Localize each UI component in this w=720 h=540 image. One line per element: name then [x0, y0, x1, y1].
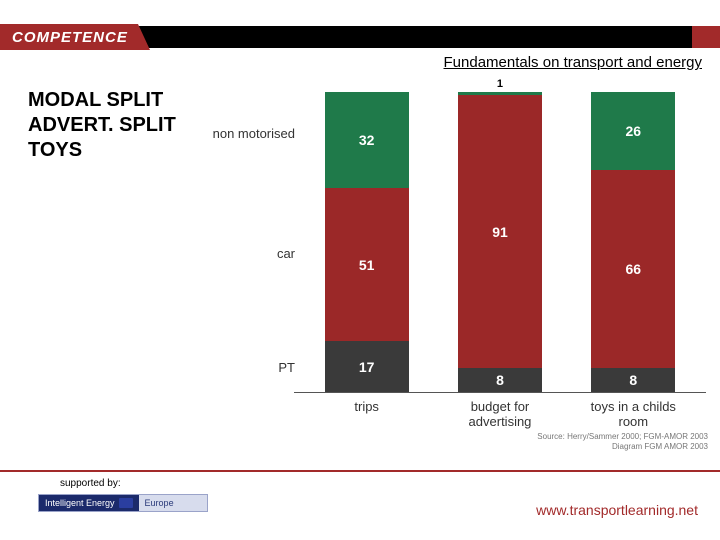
brand-text: COMPETENCE: [12, 29, 128, 46]
bar-column: 26668: [591, 92, 675, 392]
bar-segment-car: 66: [591, 170, 675, 368]
y-axis-labels: non motorised car PT: [205, 92, 295, 392]
bar-segment-car: 91: [458, 95, 542, 368]
bar-segment-pt: 17: [325, 341, 409, 392]
chart-source: Source: Herry/Sammer 2000; FGM-AMOR 2003…: [537, 432, 708, 451]
header-accent: [692, 26, 720, 48]
slide-title-line: ADVERT. SPLIT: [28, 113, 176, 138]
x-label: budget for advertising: [445, 400, 555, 430]
axis-label-pt: PT: [205, 360, 295, 375]
x-label: trips: [312, 400, 422, 430]
source-line: Source: Herry/Sammer 2000; FGM-AMOR 2003: [537, 432, 708, 442]
badge-left: Intelligent Energy: [39, 495, 139, 511]
slide-title: MODAL SPLIT ADVERT. SPLIT TOYS: [28, 88, 176, 163]
footer-divider: [0, 470, 720, 472]
badge-right: Europe: [139, 495, 207, 511]
supported-by-label: supported by:: [60, 478, 121, 489]
bar-value-label: 1: [458, 78, 542, 90]
slide-title-line: TOYS: [28, 138, 176, 163]
axis-label-non_motorised: non motorised: [205, 126, 295, 141]
x-axis-line: [294, 392, 706, 393]
footer-url: www.transportlearning.net: [536, 502, 698, 518]
bar-segment-car: 51: [325, 188, 409, 341]
bar-segment-non_motorised: 1: [458, 92, 542, 95]
x-axis-labels: trips budget for advertising toys in a chi…: [300, 400, 700, 430]
chart: non motorisedcarPT 325117191826668 trips…: [300, 92, 700, 430]
bar-column: 325117: [325, 92, 409, 392]
bar-segment-non_motorised: 26: [591, 92, 675, 170]
x-label: toys in a childs room: [578, 400, 688, 430]
intelligent-energy-badge: Intelligent Energy Europe: [38, 494, 208, 512]
badge-right-text: Europe: [145, 498, 174, 508]
bar-segment-pt: 8: [591, 368, 675, 392]
badge-left-text: Intelligent Energy: [45, 498, 115, 508]
axis-label-car: car: [205, 246, 295, 261]
source-line: Diagram FGM AMOR 2003: [537, 442, 708, 452]
bars-container: 325117191826668: [300, 92, 700, 392]
bar-segment-non_motorised: 32: [325, 92, 409, 188]
bar-segment-pt: 8: [458, 368, 542, 392]
bar-column: 1918: [458, 92, 542, 392]
header-title: Fundamentals on transport and energy: [444, 54, 703, 71]
brand-badge: COMPETENCE: [0, 24, 150, 50]
eu-flag-icon: [119, 498, 133, 508]
slide-title-line: MODAL SPLIT: [28, 88, 176, 113]
